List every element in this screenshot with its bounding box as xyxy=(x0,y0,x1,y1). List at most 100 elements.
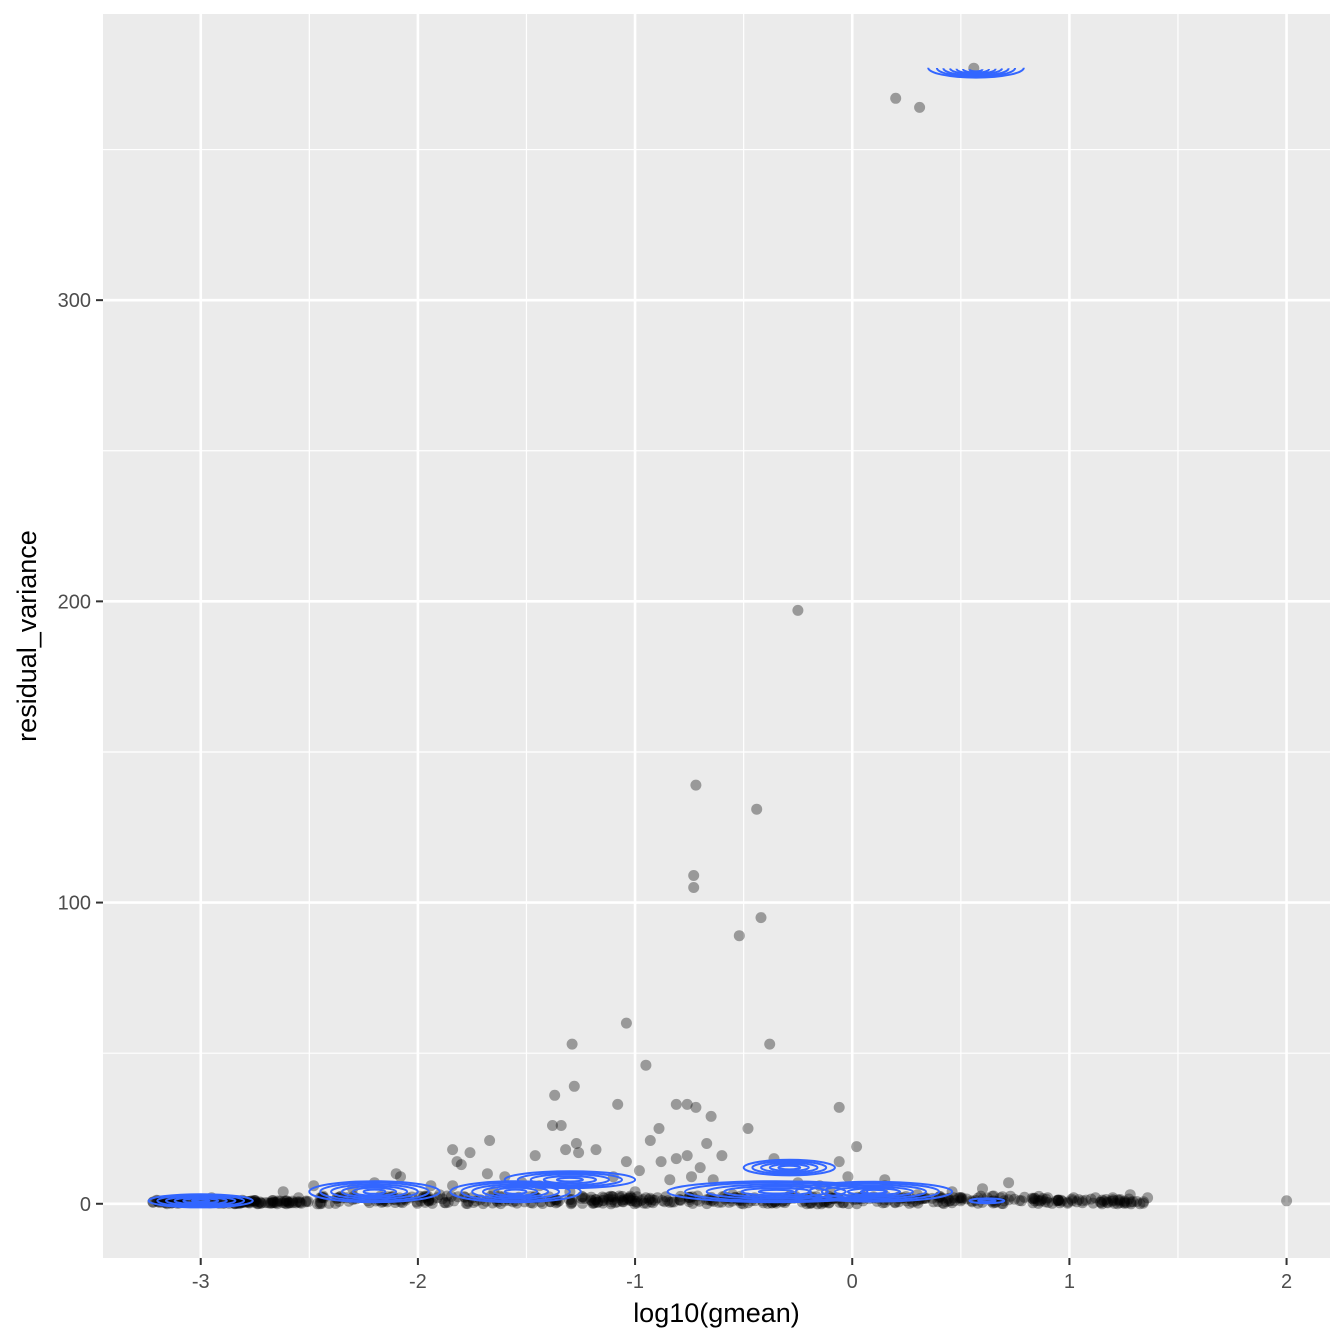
data-point xyxy=(1085,1193,1097,1205)
data-point xyxy=(937,1197,949,1209)
data-point xyxy=(949,1195,961,1207)
data-point xyxy=(638,1197,650,1209)
data-point xyxy=(1004,1190,1016,1202)
data-point xyxy=(460,1197,472,1209)
y-tick-label: 0 xyxy=(80,1194,91,1216)
data-point xyxy=(597,1195,608,1207)
data-point xyxy=(481,1168,493,1180)
data-point xyxy=(1056,1195,1068,1207)
data-point xyxy=(605,1198,617,1210)
data-point xyxy=(1108,1195,1120,1207)
data-point xyxy=(440,1197,452,1209)
data-point xyxy=(451,1156,463,1168)
data-point xyxy=(690,779,702,791)
data-point xyxy=(953,1192,965,1204)
x-tick-label: 0 xyxy=(847,1271,858,1293)
data-point xyxy=(570,1138,582,1149)
data-point xyxy=(1124,1189,1136,1201)
data-point xyxy=(590,1194,602,1206)
data-point xyxy=(1087,1197,1099,1209)
x-tick-label: 1 xyxy=(1064,1271,1075,1293)
data-point xyxy=(555,1120,567,1131)
data-point xyxy=(851,1141,863,1153)
data-point xyxy=(686,1171,697,1183)
data-point xyxy=(1052,1194,1064,1206)
density-contours xyxy=(147,67,1025,1209)
data-point xyxy=(597,1197,609,1209)
data-point xyxy=(590,1144,602,1156)
data-point xyxy=(592,1196,603,1208)
data-point xyxy=(295,1197,307,1209)
data-point xyxy=(271,1198,283,1210)
data-point xyxy=(955,1192,967,1204)
data-point xyxy=(586,1195,598,1207)
data-point xyxy=(792,604,804,616)
data-point xyxy=(605,1190,617,1202)
data-point xyxy=(442,1196,454,1208)
data-point xyxy=(624,1191,636,1203)
contour-line xyxy=(542,1175,598,1185)
data-point xyxy=(271,1196,283,1208)
contour-line xyxy=(492,1186,539,1197)
contour-line xyxy=(529,1173,611,1187)
contour-line xyxy=(503,1188,528,1195)
data-point xyxy=(945,1195,957,1206)
data-point xyxy=(940,1196,952,1208)
data-point xyxy=(1046,1197,1058,1209)
data-point xyxy=(1029,1195,1041,1207)
data-point xyxy=(1042,1197,1054,1208)
contour-line xyxy=(794,1180,954,1203)
data-point xyxy=(268,1196,280,1208)
data-point xyxy=(1119,1195,1131,1207)
data-point xyxy=(616,1194,628,1206)
data-point xyxy=(260,1197,271,1209)
data-point xyxy=(1114,1195,1126,1207)
data-point xyxy=(1142,1192,1154,1204)
y-tick-label: 300 xyxy=(58,290,91,312)
data-point xyxy=(565,1198,577,1210)
data-point xyxy=(1052,1194,1064,1206)
contour-line xyxy=(740,1187,812,1197)
data-point xyxy=(1016,1195,1028,1207)
x-tick-label: -3 xyxy=(192,1271,210,1293)
data-point xyxy=(1107,1194,1119,1206)
data-point xyxy=(573,1147,585,1159)
data-point xyxy=(1003,1177,1015,1189)
data-point xyxy=(755,912,767,924)
data-point xyxy=(1040,1193,1052,1205)
contour-line xyxy=(165,1195,237,1207)
data-point xyxy=(315,1196,326,1208)
data-point xyxy=(1094,1196,1106,1208)
x-axis: -3 -2 -1 0 1 2 xyxy=(192,1258,1292,1293)
data-point xyxy=(279,1197,291,1209)
x-tick-label: 2 xyxy=(1281,1271,1292,1293)
data-point xyxy=(623,1193,635,1205)
data-point xyxy=(1112,1194,1124,1206)
data-point xyxy=(287,1195,298,1207)
y-axis-title: residual_variance xyxy=(12,530,42,742)
minor-gridlines xyxy=(103,14,1330,1258)
contour-line xyxy=(684,1181,869,1202)
data-point xyxy=(254,1196,266,1208)
data-point xyxy=(426,1197,438,1209)
data-point xyxy=(1118,1196,1130,1208)
data-point xyxy=(300,1195,312,1207)
data-point xyxy=(643,1194,655,1206)
data-point xyxy=(631,1191,643,1203)
data-point xyxy=(1014,1195,1025,1206)
data-point xyxy=(1027,1197,1039,1209)
data-point xyxy=(277,1186,289,1198)
contour-line xyxy=(751,1160,828,1175)
data-point xyxy=(625,1195,636,1206)
data-point xyxy=(1042,1192,1054,1204)
data-point xyxy=(249,1195,261,1206)
data-point xyxy=(484,1135,496,1146)
data-point xyxy=(622,1192,634,1204)
data-point xyxy=(1108,1197,1120,1209)
data-point xyxy=(620,1017,632,1029)
data-point xyxy=(670,1098,682,1110)
data-point xyxy=(631,1197,643,1209)
data-point xyxy=(629,1186,641,1198)
data-point xyxy=(751,803,763,815)
data-point xyxy=(609,1197,621,1209)
